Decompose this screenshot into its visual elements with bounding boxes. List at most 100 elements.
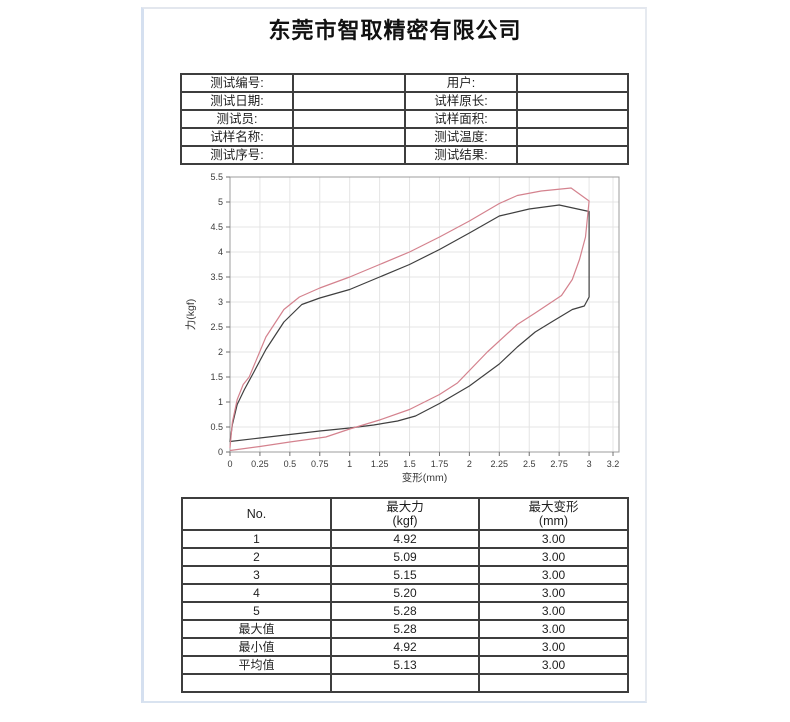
cell-max-deformation: 3.00 bbox=[479, 638, 628, 656]
table-row: 5 5.28 3.00 bbox=[182, 602, 628, 620]
cell-no: 5 bbox=[182, 602, 331, 620]
cell-max-deformation: 3.00 bbox=[479, 530, 628, 548]
field-label-test-number: 测试编号: bbox=[181, 74, 293, 92]
cell-no bbox=[182, 674, 331, 692]
y-tick-label: 1.5 bbox=[210, 372, 223, 382]
table-row-empty bbox=[182, 674, 628, 692]
cell-max-force: 4.92 bbox=[331, 638, 479, 656]
cell-no: 4 bbox=[182, 584, 331, 602]
cell-max-force: 5.09 bbox=[331, 548, 479, 566]
cell-no: 3 bbox=[182, 566, 331, 584]
cell-label-max: 最大值 bbox=[182, 620, 331, 638]
results-header-row: No. 最大力 (kgf) 最大变形 (mm) bbox=[182, 498, 628, 530]
x-tick-label: 2.75 bbox=[550, 459, 568, 469]
header-line: 最大变形 bbox=[528, 500, 579, 514]
cell-max-force: 5.20 bbox=[331, 584, 479, 602]
cell-max-force: 5.15 bbox=[331, 566, 479, 584]
header-line: (kgf) bbox=[392, 514, 418, 528]
report-page bbox=[141, 7, 647, 703]
y-tick-label: 0 bbox=[218, 447, 223, 457]
cell-max-deformation: 3.00 bbox=[479, 656, 628, 674]
field-label-user: 用户: bbox=[405, 74, 517, 92]
cell-max-force: 5.28 bbox=[331, 602, 479, 620]
table-row: 1 4.92 3.00 bbox=[182, 530, 628, 548]
y-tick-label: 5.5 bbox=[210, 172, 223, 182]
column-header-no: No. bbox=[182, 498, 331, 530]
x-axis-title: 变形(mm) bbox=[402, 471, 448, 484]
table-row: 测试员: 试样面积: bbox=[181, 110, 628, 128]
field-label-original-length: 试样原长: bbox=[405, 92, 517, 110]
y-tick-label: 2 bbox=[218, 347, 223, 357]
y-tick-label: 3 bbox=[218, 297, 223, 307]
field-label-tester: 测试员: bbox=[181, 110, 293, 128]
field-label-test-result: 测试结果: bbox=[405, 146, 517, 164]
x-tick-label: 0.25 bbox=[251, 459, 269, 469]
y-tick-label: 1 bbox=[218, 397, 223, 407]
table-row: 测试序号: 测试结果: bbox=[181, 146, 628, 164]
field-value-test-date bbox=[293, 92, 405, 110]
cell-max-force bbox=[331, 674, 479, 692]
y-tick-label: 4.5 bbox=[210, 222, 223, 232]
test-info-table: 测试编号: 用户: 测试日期: 试样原长: 测试员: 试样面积: 试样名称: 测… bbox=[180, 73, 629, 165]
x-tick-label: 3 bbox=[587, 459, 592, 469]
x-tick-label: 3.2 bbox=[607, 459, 620, 469]
field-value-test-temperature bbox=[517, 128, 628, 146]
cell-max-deformation: 3.00 bbox=[479, 584, 628, 602]
cell-max-deformation: 3.00 bbox=[479, 602, 628, 620]
y-tick-label: 3.5 bbox=[210, 272, 223, 282]
header-line: 最大力 bbox=[386, 500, 424, 514]
table-row: 测试编号: 用户: bbox=[181, 74, 628, 92]
x-tick-label: 1 bbox=[347, 459, 352, 469]
field-label-test-date: 测试日期: bbox=[181, 92, 293, 110]
table-row-max: 最大值 5.28 3.00 bbox=[182, 620, 628, 638]
cell-no: 1 bbox=[182, 530, 331, 548]
table-row: 4 5.20 3.00 bbox=[182, 584, 628, 602]
x-tick-label: 1.75 bbox=[431, 459, 449, 469]
cell-max-force: 5.13 bbox=[331, 656, 479, 674]
cell-label-min: 最小值 bbox=[182, 638, 331, 656]
cell-max-deformation: 3.00 bbox=[479, 566, 628, 584]
plot-frame bbox=[229, 176, 620, 453]
field-value-test-number bbox=[293, 74, 405, 92]
header-line: No. bbox=[246, 507, 267, 521]
table-row: 试样名称: 测试温度: bbox=[181, 128, 628, 146]
column-header-max-deformation: 最大变形 (mm) bbox=[479, 498, 628, 530]
cell-max-deformation: 3.00 bbox=[479, 548, 628, 566]
cell-no: 2 bbox=[182, 548, 331, 566]
y-tick-label: 2.5 bbox=[210, 322, 223, 332]
table-row-min: 最小值 4.92 3.00 bbox=[182, 638, 628, 656]
x-tick-label: 1.25 bbox=[371, 459, 389, 469]
field-label-test-sequence: 测试序号: bbox=[181, 146, 293, 164]
x-tick-label: 0 bbox=[227, 459, 232, 469]
y-tick-label: 5 bbox=[218, 197, 223, 207]
cell-label-average: 平均值 bbox=[182, 656, 331, 674]
company-title: 东莞市智取精密有限公司 bbox=[268, 18, 522, 43]
cell-max-deformation: 3.00 bbox=[479, 620, 628, 638]
cell-max-force: 5.28 bbox=[331, 620, 479, 638]
force-deformation-chart: 0 0.25 0.5 0.75 1 1.25 1.5 1.75 2 2.25 2.5 2.75 3 3.2… bbox=[180, 168, 640, 490]
y-tick-label: 0.5 bbox=[210, 422, 223, 432]
column-header-max-force: 最大力 (kgf) bbox=[331, 498, 479, 530]
field-value-test-sequence bbox=[293, 146, 405, 164]
y-axis-title: 力(kgf) bbox=[184, 299, 197, 331]
y-tick-label: 4 bbox=[218, 247, 223, 257]
x-tick-label: 0.5 bbox=[284, 459, 297, 469]
results-table: No. 最大力 (kgf) 最大变形 (mm) 1 4.92 3.00 2 5.… bbox=[181, 497, 629, 693]
field-label-sample-area: 试样面积: bbox=[405, 110, 517, 128]
x-tick-label: 2 bbox=[467, 459, 472, 469]
field-label-test-temperature: 测试温度: bbox=[405, 128, 517, 146]
field-value-tester bbox=[293, 110, 405, 128]
hysteresis-loop-dark-curve bbox=[229, 204, 590, 443]
hysteresis-loop-red-curve bbox=[229, 187, 590, 452]
chart-svg: 0 0.25 0.5 0.75 1 1.25 1.5 1.75 2 2.25 2.5 2.75 3 3.2… bbox=[184, 172, 620, 484]
table-row: 2 5.09 3.00 bbox=[182, 548, 628, 566]
cell-max-force: 4.92 bbox=[331, 530, 479, 548]
field-label-sample-name: 试样名称: bbox=[181, 128, 293, 146]
field-value-original-length bbox=[517, 92, 628, 110]
x-tick-label: 2.5 bbox=[523, 459, 536, 469]
header-line: (mm) bbox=[538, 514, 569, 528]
field-value-sample-name bbox=[293, 128, 405, 146]
x-tick-label: 2.25 bbox=[491, 459, 509, 469]
x-tick-label: 0.75 bbox=[311, 459, 329, 469]
